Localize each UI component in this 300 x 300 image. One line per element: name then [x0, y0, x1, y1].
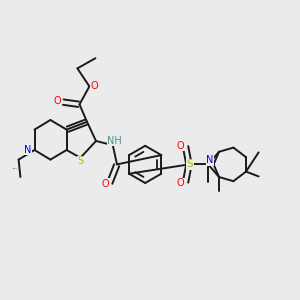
Text: S: S [187, 159, 193, 170]
Text: S: S [77, 156, 83, 167]
Text: N: N [24, 145, 32, 155]
Text: methyl: methyl [13, 167, 18, 169]
Text: N: N [206, 155, 213, 165]
Text: O: O [177, 178, 184, 188]
Text: O: O [101, 178, 109, 189]
Text: NH: NH [107, 136, 122, 146]
Text: O: O [177, 141, 184, 151]
Text: O: O [90, 81, 98, 92]
Text: O: O [54, 96, 61, 106]
